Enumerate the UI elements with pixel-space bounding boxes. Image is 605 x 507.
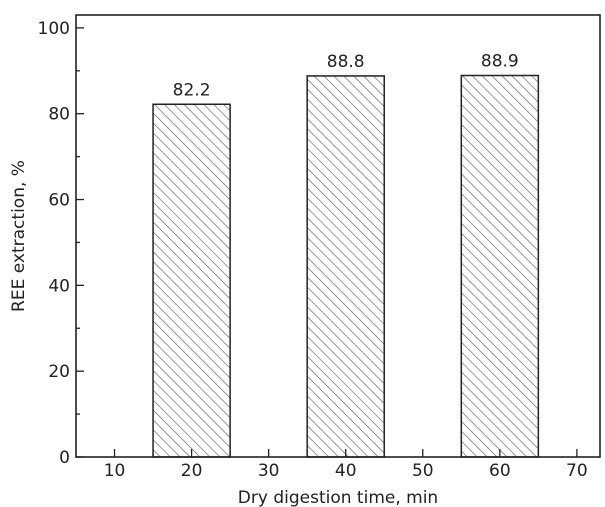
x-axis-title: Dry digestion time, min xyxy=(238,488,438,507)
y-axis-title: REE extraction, % xyxy=(9,160,29,312)
bar-value-labels: 82.2 88.8 88.9 xyxy=(173,52,519,101)
bars xyxy=(152,74,540,458)
y-tick-label: 40 xyxy=(48,276,70,296)
bar-60 xyxy=(460,74,540,458)
x-tick-label: 10 xyxy=(104,461,126,481)
bar-value-label: 82.2 xyxy=(173,80,211,100)
x-tick-label: 70 xyxy=(566,461,588,481)
bar-40 xyxy=(306,75,385,458)
bar-value-label: 88.9 xyxy=(481,52,519,72)
y-tick-label: 20 xyxy=(48,362,70,382)
y-tick-label: 100 xyxy=(38,19,70,39)
plot-frame xyxy=(75,14,601,458)
bar-value-label: 88.8 xyxy=(327,52,365,72)
x-tick-label: 50 xyxy=(412,461,434,481)
x-tick-label: 40 xyxy=(335,461,357,481)
x-tick-label: 60 xyxy=(489,461,511,481)
x-tick-label: 20 xyxy=(181,461,203,481)
bar-20 xyxy=(152,103,231,458)
y-tick-label: 80 xyxy=(48,105,70,125)
x-tick-label: 30 xyxy=(258,461,280,481)
y-tick-label: 60 xyxy=(48,191,70,211)
y-tick-label: 0 xyxy=(59,448,70,468)
axis-ticks: 0 20 40 60 80 100 10 20 30 40 50 60 70 xyxy=(38,19,588,481)
